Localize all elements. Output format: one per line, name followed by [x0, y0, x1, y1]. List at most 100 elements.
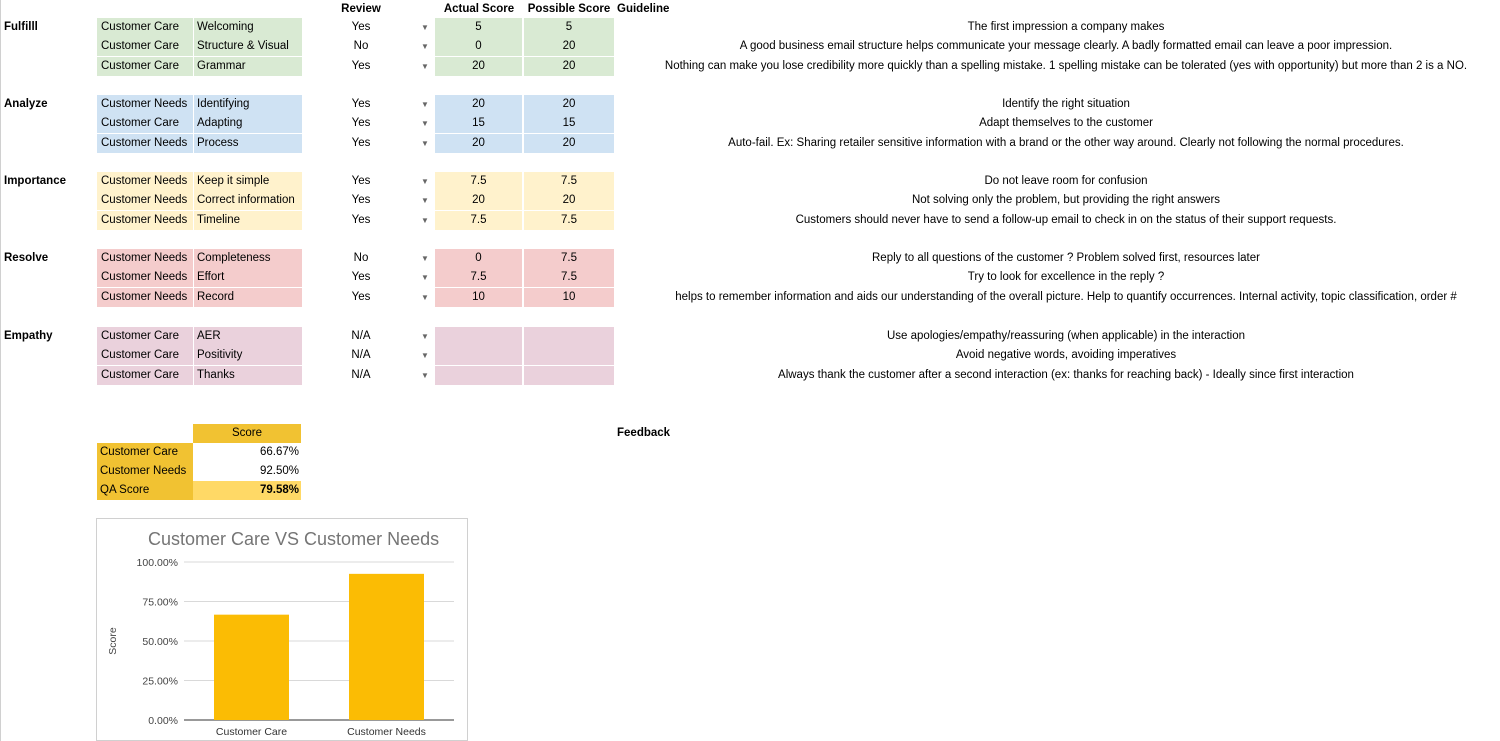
- actual-score-cell[interactable]: 10: [435, 287, 523, 307]
- possible-score-cell[interactable]: [524, 365, 614, 385]
- summary-label-qa-score[interactable]: QA Score: [97, 481, 193, 500]
- subcategory-cell[interactable]: Customer Care: [97, 18, 193, 37]
- caret-down-icon[interactable]: ▼: [421, 119, 429, 129]
- possible-score-cell[interactable]: 20: [524, 95, 614, 114]
- guideline-cell[interactable]: Nothing can make you lose credibility mo…: [664, 59, 1468, 72]
- possible-score-cell[interactable]: 5: [524, 18, 614, 37]
- category-label[interactable]: Analyze: [4, 98, 48, 110]
- header-possible-score[interactable]: Possible Score: [527, 3, 611, 15]
- subcategory-cell[interactable]: Customer Needs: [97, 133, 193, 153]
- criterion-cell[interactable]: Grammar: [194, 56, 302, 76]
- review-select[interactable]: Yes: [351, 213, 371, 226]
- subcategory-cell[interactable]: Customer Needs: [97, 172, 193, 191]
- possible-score-cell[interactable]: 20: [524, 56, 614, 76]
- feedback-label[interactable]: Feedback: [617, 427, 671, 439]
- guideline-cell[interactable]: Try to look for excellence in the reply …: [967, 271, 1165, 284]
- caret-down-icon[interactable]: ▼: [421, 100, 429, 109]
- caret-down-icon[interactable]: ▼: [421, 215, 429, 225]
- guideline-cell[interactable]: Identify the right situation: [1002, 98, 1130, 110]
- criterion-cell[interactable]: AER: [194, 327, 302, 346]
- header-review[interactable]: Review: [341, 3, 381, 15]
- guideline-cell[interactable]: Reply to all questions of the customer ?…: [872, 252, 1260, 264]
- possible-score-cell[interactable]: 7.5: [524, 268, 614, 288]
- criterion-cell[interactable]: Timeline: [194, 210, 302, 230]
- actual-score-cell[interactable]: 20: [435, 95, 523, 114]
- actual-score-cell[interactable]: [435, 346, 523, 366]
- caret-down-icon[interactable]: ▼: [421, 332, 429, 341]
- review-select[interactable]: Yes: [351, 136, 371, 149]
- guideline-cell[interactable]: Not solving only the problem, but provid…: [911, 194, 1221, 207]
- category-label[interactable]: Empathy: [4, 330, 53, 342]
- possible-score-cell[interactable]: [524, 327, 614, 346]
- possible-score-cell[interactable]: 7.5: [524, 249, 614, 268]
- caret-down-icon[interactable]: ▼: [421, 196, 429, 206]
- possible-score-cell[interactable]: 7.5: [524, 210, 614, 230]
- actual-score-cell[interactable]: 15: [435, 114, 523, 134]
- possible-score-cell[interactable]: 20: [524, 191, 614, 211]
- actual-score-cell[interactable]: [435, 365, 523, 385]
- review-select[interactable]: Yes: [351, 271, 371, 284]
- subcategory-cell[interactable]: Customer Needs: [97, 191, 193, 211]
- review-select[interactable]: Yes: [351, 117, 371, 130]
- caret-down-icon[interactable]: ▼: [421, 61, 429, 71]
- subcategory-cell[interactable]: Customer Care: [97, 37, 193, 57]
- category-label[interactable]: Fulfilll: [4, 21, 38, 33]
- subcategory-cell[interactable]: Customer Care: [97, 114, 193, 134]
- criterion-cell[interactable]: Positivity: [194, 346, 302, 366]
- criterion-cell[interactable]: Structure & Visual: [194, 37, 302, 57]
- category-label[interactable]: Importance: [4, 175, 66, 187]
- subcategory-cell[interactable]: Customer Needs: [97, 210, 193, 230]
- guideline-cell[interactable]: A good business email structure helps co…: [739, 40, 1393, 53]
- header-actual-score[interactable]: Actual Score: [443, 3, 515, 15]
- caret-down-icon[interactable]: ▼: [421, 254, 429, 263]
- actual-score-cell[interactable]: 7.5: [435, 268, 523, 288]
- criterion-cell[interactable]: Adapting: [194, 114, 302, 134]
- caret-down-icon[interactable]: ▼: [421, 177, 429, 186]
- criterion-cell[interactable]: Correct information: [194, 191, 302, 211]
- review-select[interactable]: Yes: [351, 194, 371, 207]
- actual-score-cell[interactable]: 0: [435, 37, 523, 57]
- summary-label-customer-needs[interactable]: Customer Needs: [97, 462, 193, 481]
- summary-value-customer-care[interactable]: 66.67%: [259, 446, 299, 458]
- guideline-cell[interactable]: Customers should never have to send a fo…: [795, 213, 1337, 226]
- actual-score-cell[interactable]: [435, 327, 523, 346]
- criterion-cell[interactable]: Keep it simple: [194, 172, 302, 191]
- subcategory-cell[interactable]: Customer Care: [97, 365, 193, 385]
- review-select[interactable]: N/A: [351, 349, 371, 362]
- guideline-cell[interactable]: The first impression a company makes: [967, 21, 1165, 33]
- summary-header[interactable]: Score: [193, 424, 301, 443]
- actual-score-cell[interactable]: 5: [435, 18, 523, 37]
- actual-score-cell[interactable]: 20: [435, 56, 523, 76]
- actual-score-cell[interactable]: 0: [435, 249, 523, 268]
- criterion-cell[interactable]: Welcoming: [194, 18, 302, 37]
- possible-score-cell[interactable]: 7.5: [524, 172, 614, 191]
- criterion-cell[interactable]: Identifying: [194, 95, 302, 114]
- score-bar-chart[interactable]: Customer Care VS Customer Needs 0.00% 25.0…: [96, 518, 468, 741]
- summary-value-qa-score[interactable]: 79.58%: [193, 481, 301, 500]
- guideline-cell[interactable]: Do not leave room for confusion: [984, 175, 1148, 187]
- review-select[interactable]: Yes: [351, 59, 371, 72]
- subcategory-cell[interactable]: Customer Needs: [97, 287, 193, 307]
- review-select[interactable]: Yes: [351, 290, 371, 303]
- review-select[interactable]: Yes: [351, 175, 371, 187]
- caret-down-icon[interactable]: ▼: [421, 42, 429, 52]
- possible-score-cell[interactable]: 15: [524, 114, 614, 134]
- caret-down-icon[interactable]: ▼: [421, 23, 429, 32]
- possible-score-cell[interactable]: 20: [524, 37, 614, 57]
- summary-label-customer-care[interactable]: Customer Care: [97, 443, 193, 462]
- review-select[interactable]: Yes: [351, 98, 371, 110]
- review-select[interactable]: N/A: [351, 368, 371, 381]
- category-label[interactable]: Resolve: [4, 252, 49, 264]
- actual-score-cell[interactable]: 20: [435, 133, 523, 153]
- possible-score-cell[interactable]: 10: [524, 287, 614, 307]
- criterion-cell[interactable]: Completeness: [194, 249, 302, 268]
- guideline-cell[interactable]: Auto-fail. Ex: Sharing retailer sensitiv…: [728, 136, 1404, 149]
- review-select[interactable]: N/A: [351, 330, 371, 342]
- possible-score-cell[interactable]: 20: [524, 133, 614, 153]
- guideline-cell[interactable]: Adapt themselves to the customer: [979, 117, 1153, 130]
- review-select[interactable]: No: [353, 40, 369, 53]
- subcategory-cell[interactable]: Customer Care: [97, 327, 193, 346]
- review-select[interactable]: No: [353, 252, 369, 264]
- header-guideline[interactable]: Guideline: [617, 3, 670, 15]
- criterion-cell[interactable]: Thanks: [194, 365, 302, 385]
